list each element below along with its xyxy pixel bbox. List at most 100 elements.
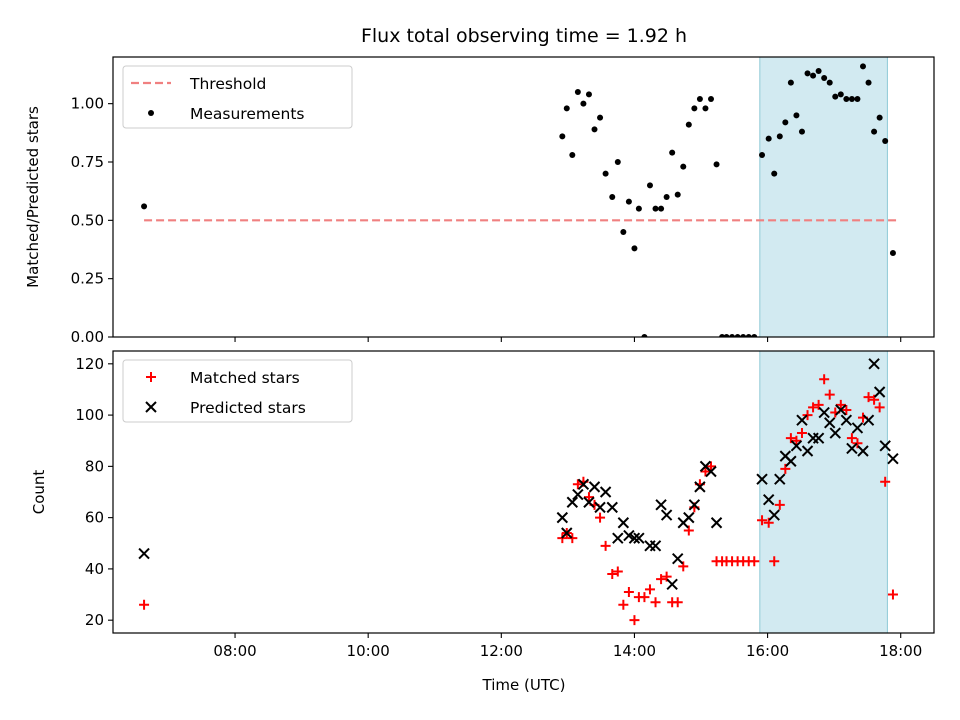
top-y-axis-label: Matched/Predicted stars	[24, 106, 42, 288]
measurement-point	[765, 135, 772, 142]
predicted-stars-point	[790, 440, 803, 452]
measurement-point	[889, 250, 896, 256]
measurement-point	[691, 105, 698, 112]
measurement-point	[569, 152, 576, 158]
measurement-point	[854, 96, 861, 102]
x-tick-label: 12:00	[480, 642, 523, 660]
predicted-stars-point	[599, 486, 612, 498]
measurement-point	[723, 334, 730, 337]
legend-label: Threshold	[189, 75, 266, 93]
y-tick-label: 1.00	[71, 95, 104, 113]
measurement-point	[631, 245, 638, 252]
y-tick-label: 0.50	[71, 211, 104, 229]
legend-label: Measurements	[190, 105, 305, 123]
y-tick-label: 40	[85, 560, 104, 578]
measurement-point	[810, 72, 817, 79]
matched-stars-point	[672, 597, 683, 608]
measurement-point	[832, 93, 839, 100]
measurement-point	[782, 119, 789, 126]
measurement-point	[821, 75, 828, 81]
matched-stars-point	[835, 399, 846, 410]
matched-stars-point	[607, 569, 618, 580]
matched-stars-point	[808, 402, 819, 413]
predicted-stars-point	[683, 511, 695, 524]
measurement-point	[646, 182, 653, 189]
predicted-stars-point	[762, 493, 775, 506]
measurement-point	[759, 152, 766, 158]
predicted-stars-point	[612, 532, 624, 544]
measurement-point	[635, 205, 642, 212]
measurement-point	[625, 198, 632, 205]
measurement-point	[734, 334, 741, 337]
measurement-point	[865, 79, 872, 86]
predicted-stars-point	[655, 499, 667, 511]
measurement-point	[729, 334, 736, 337]
matched-stars-point	[572, 479, 583, 490]
measurement-point	[876, 114, 883, 121]
observing-window-band	[759, 57, 888, 337]
y-tick-label: 0.75	[71, 153, 104, 171]
predicted-stars-point	[606, 501, 618, 514]
predicted-stars-point	[577, 478, 590, 491]
predicted-stars-point	[572, 488, 584, 501]
matched-stars-point	[802, 410, 813, 421]
measurement-point	[776, 133, 783, 140]
matched-stars-point	[769, 556, 780, 567]
measurement-point	[843, 96, 850, 102]
matched-stars-point	[139, 599, 150, 610]
matched-stars-point	[656, 574, 667, 585]
predicted-stars-point	[829, 427, 841, 439]
bottom-axes-frame	[112, 350, 935, 634]
predicted-stars-point	[694, 481, 706, 493]
legend-predicted-swatch	[145, 401, 157, 413]
predicted-stars-point	[649, 540, 662, 552]
measurement-point	[826, 79, 833, 86]
x-tick-label: 10:00	[347, 642, 390, 660]
measurement-point	[663, 194, 670, 200]
measurement-point	[580, 100, 587, 107]
legend-label: Matched stars	[190, 369, 300, 387]
matched-stars-point	[874, 402, 885, 413]
matched-stars-point	[612, 566, 623, 577]
y-tick-label: 100	[75, 406, 104, 424]
predicted-stars-point	[617, 517, 630, 529]
measurement-point	[674, 191, 681, 198]
predicted-stars-point	[840, 414, 853, 426]
measurement-point	[702, 105, 709, 112]
y-tick-label: 120	[75, 355, 104, 373]
measurement-point	[620, 229, 627, 235]
measurement-point	[787, 79, 794, 86]
measurement-point	[652, 205, 659, 212]
matched-stars-point	[887, 589, 898, 600]
measurement-point	[771, 170, 778, 177]
legend-matched-swatch	[146, 372, 156, 382]
legend-box	[122, 359, 353, 423]
matched-stars-point	[774, 499, 785, 510]
y-tick-label: 60	[85, 509, 104, 527]
predicted-stars-point	[633, 532, 645, 544]
predicted-stars-point	[801, 445, 814, 457]
x-axis-label: Time (UTC)	[482, 676, 566, 694]
x-tick-label: 18:00	[879, 642, 922, 660]
predicted-stars-point	[812, 432, 825, 444]
predicted-stars-point	[666, 578, 678, 590]
measurement-point	[585, 91, 592, 98]
predicted-stars-point	[857, 445, 869, 457]
x-tick-label: 08:00	[213, 642, 256, 660]
x-tick-label: 16:00	[746, 642, 789, 660]
legend-box	[122, 65, 353, 129]
measurement-point	[614, 159, 621, 165]
matched-stars-point	[629, 615, 640, 626]
matched-stars-point	[644, 584, 655, 595]
bottom-plot-area	[138, 351, 899, 633]
matched-stars-point	[650, 597, 661, 608]
measurement-point	[859, 63, 866, 70]
matched-stars-point	[595, 512, 606, 523]
measurement-point	[641, 334, 648, 337]
measurement-point	[707, 96, 714, 102]
predicted-stars-point	[705, 465, 717, 478]
predicted-stars-point	[768, 509, 780, 521]
measurement-point	[848, 96, 855, 102]
matched-stars-point	[705, 461, 716, 472]
predicted-stars-point	[868, 358, 880, 370]
